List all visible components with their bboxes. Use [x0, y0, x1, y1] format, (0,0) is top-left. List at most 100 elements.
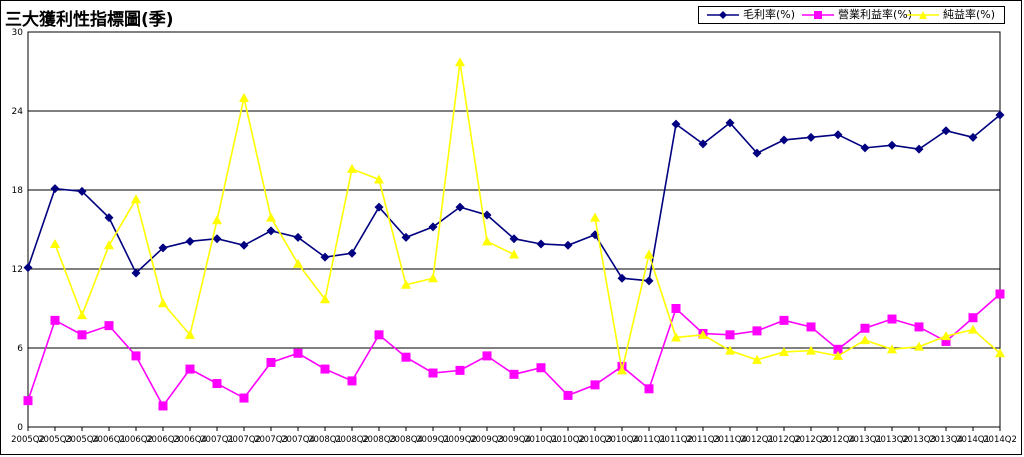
- data-point: [266, 357, 276, 367]
- data-point: [104, 321, 114, 331]
- x-tick-label: 2008Q4: [389, 435, 423, 445]
- data-point: [482, 210, 492, 220]
- x-tick-label: 2011Q3: [686, 435, 720, 445]
- data-point: [374, 174, 384, 184]
- data-point: [698, 329, 708, 339]
- data-point: [752, 326, 762, 336]
- x-tick-label: 2007Q2: [227, 435, 261, 445]
- data-point: [428, 222, 438, 232]
- data-point: [212, 234, 222, 244]
- legend-marker-square-icon: [802, 11, 834, 19]
- x-tick-label: 2007Q3: [254, 435, 288, 445]
- data-point: [266, 212, 276, 222]
- data-point: [725, 330, 735, 340]
- series-2: [50, 57, 1005, 375]
- x-tick-label: 2009Q4: [497, 435, 531, 445]
- data-point: [185, 329, 195, 339]
- data-point: [536, 239, 546, 249]
- data-point: [995, 348, 1005, 358]
- data-point: [644, 276, 654, 286]
- data-point: [158, 298, 168, 308]
- data-point: [779, 135, 789, 145]
- legend-label-operating-margin: 營業利益率(%): [838, 8, 913, 21]
- legend: 毛利率(%) 營業利益率(%) 純益率(%): [698, 6, 1005, 24]
- x-tick-label: 2008Q2: [335, 435, 369, 445]
- data-point: [860, 323, 870, 333]
- x-tick-label: 2011Q4: [713, 435, 747, 445]
- data-point: [77, 310, 87, 320]
- data-point: [860, 335, 870, 345]
- data-point: [644, 384, 654, 394]
- data-point: [590, 380, 600, 390]
- y-tick-label: 24: [12, 107, 24, 117]
- data-point: [239, 393, 249, 403]
- data-point: [671, 304, 681, 313]
- x-tick-label: 2007Q1: [200, 435, 234, 445]
- data-point: [23, 263, 33, 273]
- data-point: [725, 345, 735, 355]
- x-tick-label: 2010Q1: [524, 435, 558, 445]
- data-point: [347, 248, 357, 258]
- data-point: [914, 341, 924, 351]
- x-tick-label: 2006Q1: [92, 435, 126, 445]
- data-point: [509, 249, 519, 259]
- data-point: [806, 132, 816, 142]
- data-point: [833, 344, 843, 354]
- x-tick-label: 2012Q2: [767, 435, 801, 445]
- x-tick-label: 2009Q1: [416, 435, 450, 445]
- series-line: [27, 293, 1001, 408]
- data-point: [617, 365, 627, 375]
- data-point: [401, 232, 411, 242]
- data-point: [266, 226, 276, 236]
- data-point: [941, 126, 951, 136]
- data-point: [887, 344, 897, 354]
- x-tick-label: 2005Q4: [65, 435, 99, 445]
- x-tick-label: 2010Q2: [551, 435, 585, 445]
- y-tick-label: 30: [12, 28, 24, 38]
- x-tick-label: 2012Q4: [821, 435, 855, 445]
- data-point: [347, 163, 357, 173]
- data-point: [455, 202, 465, 212]
- data-point: [158, 401, 168, 411]
- data-point: [401, 279, 411, 289]
- data-point: [455, 57, 465, 67]
- x-tick-label: 2012Q3: [794, 435, 828, 445]
- data-point: [806, 345, 816, 355]
- x-tick-label: 2013Q4: [929, 435, 963, 445]
- legend-marker-diamond-icon: [707, 11, 739, 19]
- x-tick-label: 2013Q1: [848, 435, 882, 445]
- data-point: [482, 236, 492, 246]
- data-point: [104, 240, 114, 250]
- data-point: [293, 348, 303, 358]
- x-tick-label: 2011Q2: [659, 435, 693, 445]
- data-point: [509, 234, 519, 244]
- data-point: [779, 346, 789, 356]
- x-tick-label: 2010Q4: [605, 435, 639, 445]
- data-point: [212, 379, 222, 389]
- data-point: [374, 202, 384, 212]
- data-point: [887, 140, 897, 150]
- x-tick-label: 2011Q1: [632, 435, 666, 445]
- data-point: [860, 143, 870, 153]
- x-tick-label: 2014Q1: [956, 435, 990, 445]
- data-point: [293, 258, 303, 268]
- x-tick-label: 2012Q1: [740, 435, 774, 445]
- data-point: [428, 273, 438, 283]
- data-point: [374, 330, 384, 340]
- x-tick-label: 2006Q4: [173, 435, 207, 445]
- data-point: [23, 396, 33, 406]
- series-line: [594, 217, 1001, 371]
- data-point: [671, 119, 681, 129]
- data-point: [941, 336, 951, 346]
- data-point: [590, 212, 600, 222]
- x-tick-label: 2006Q2: [119, 435, 153, 445]
- data-point: [401, 352, 411, 362]
- x-tick-label: 2005Q3: [38, 435, 72, 445]
- data-point: [752, 354, 762, 364]
- y-tick-label: 12: [12, 265, 23, 275]
- data-point: [347, 376, 357, 386]
- data-point: [77, 330, 87, 340]
- data-point: [806, 322, 816, 332]
- data-point: [833, 350, 843, 360]
